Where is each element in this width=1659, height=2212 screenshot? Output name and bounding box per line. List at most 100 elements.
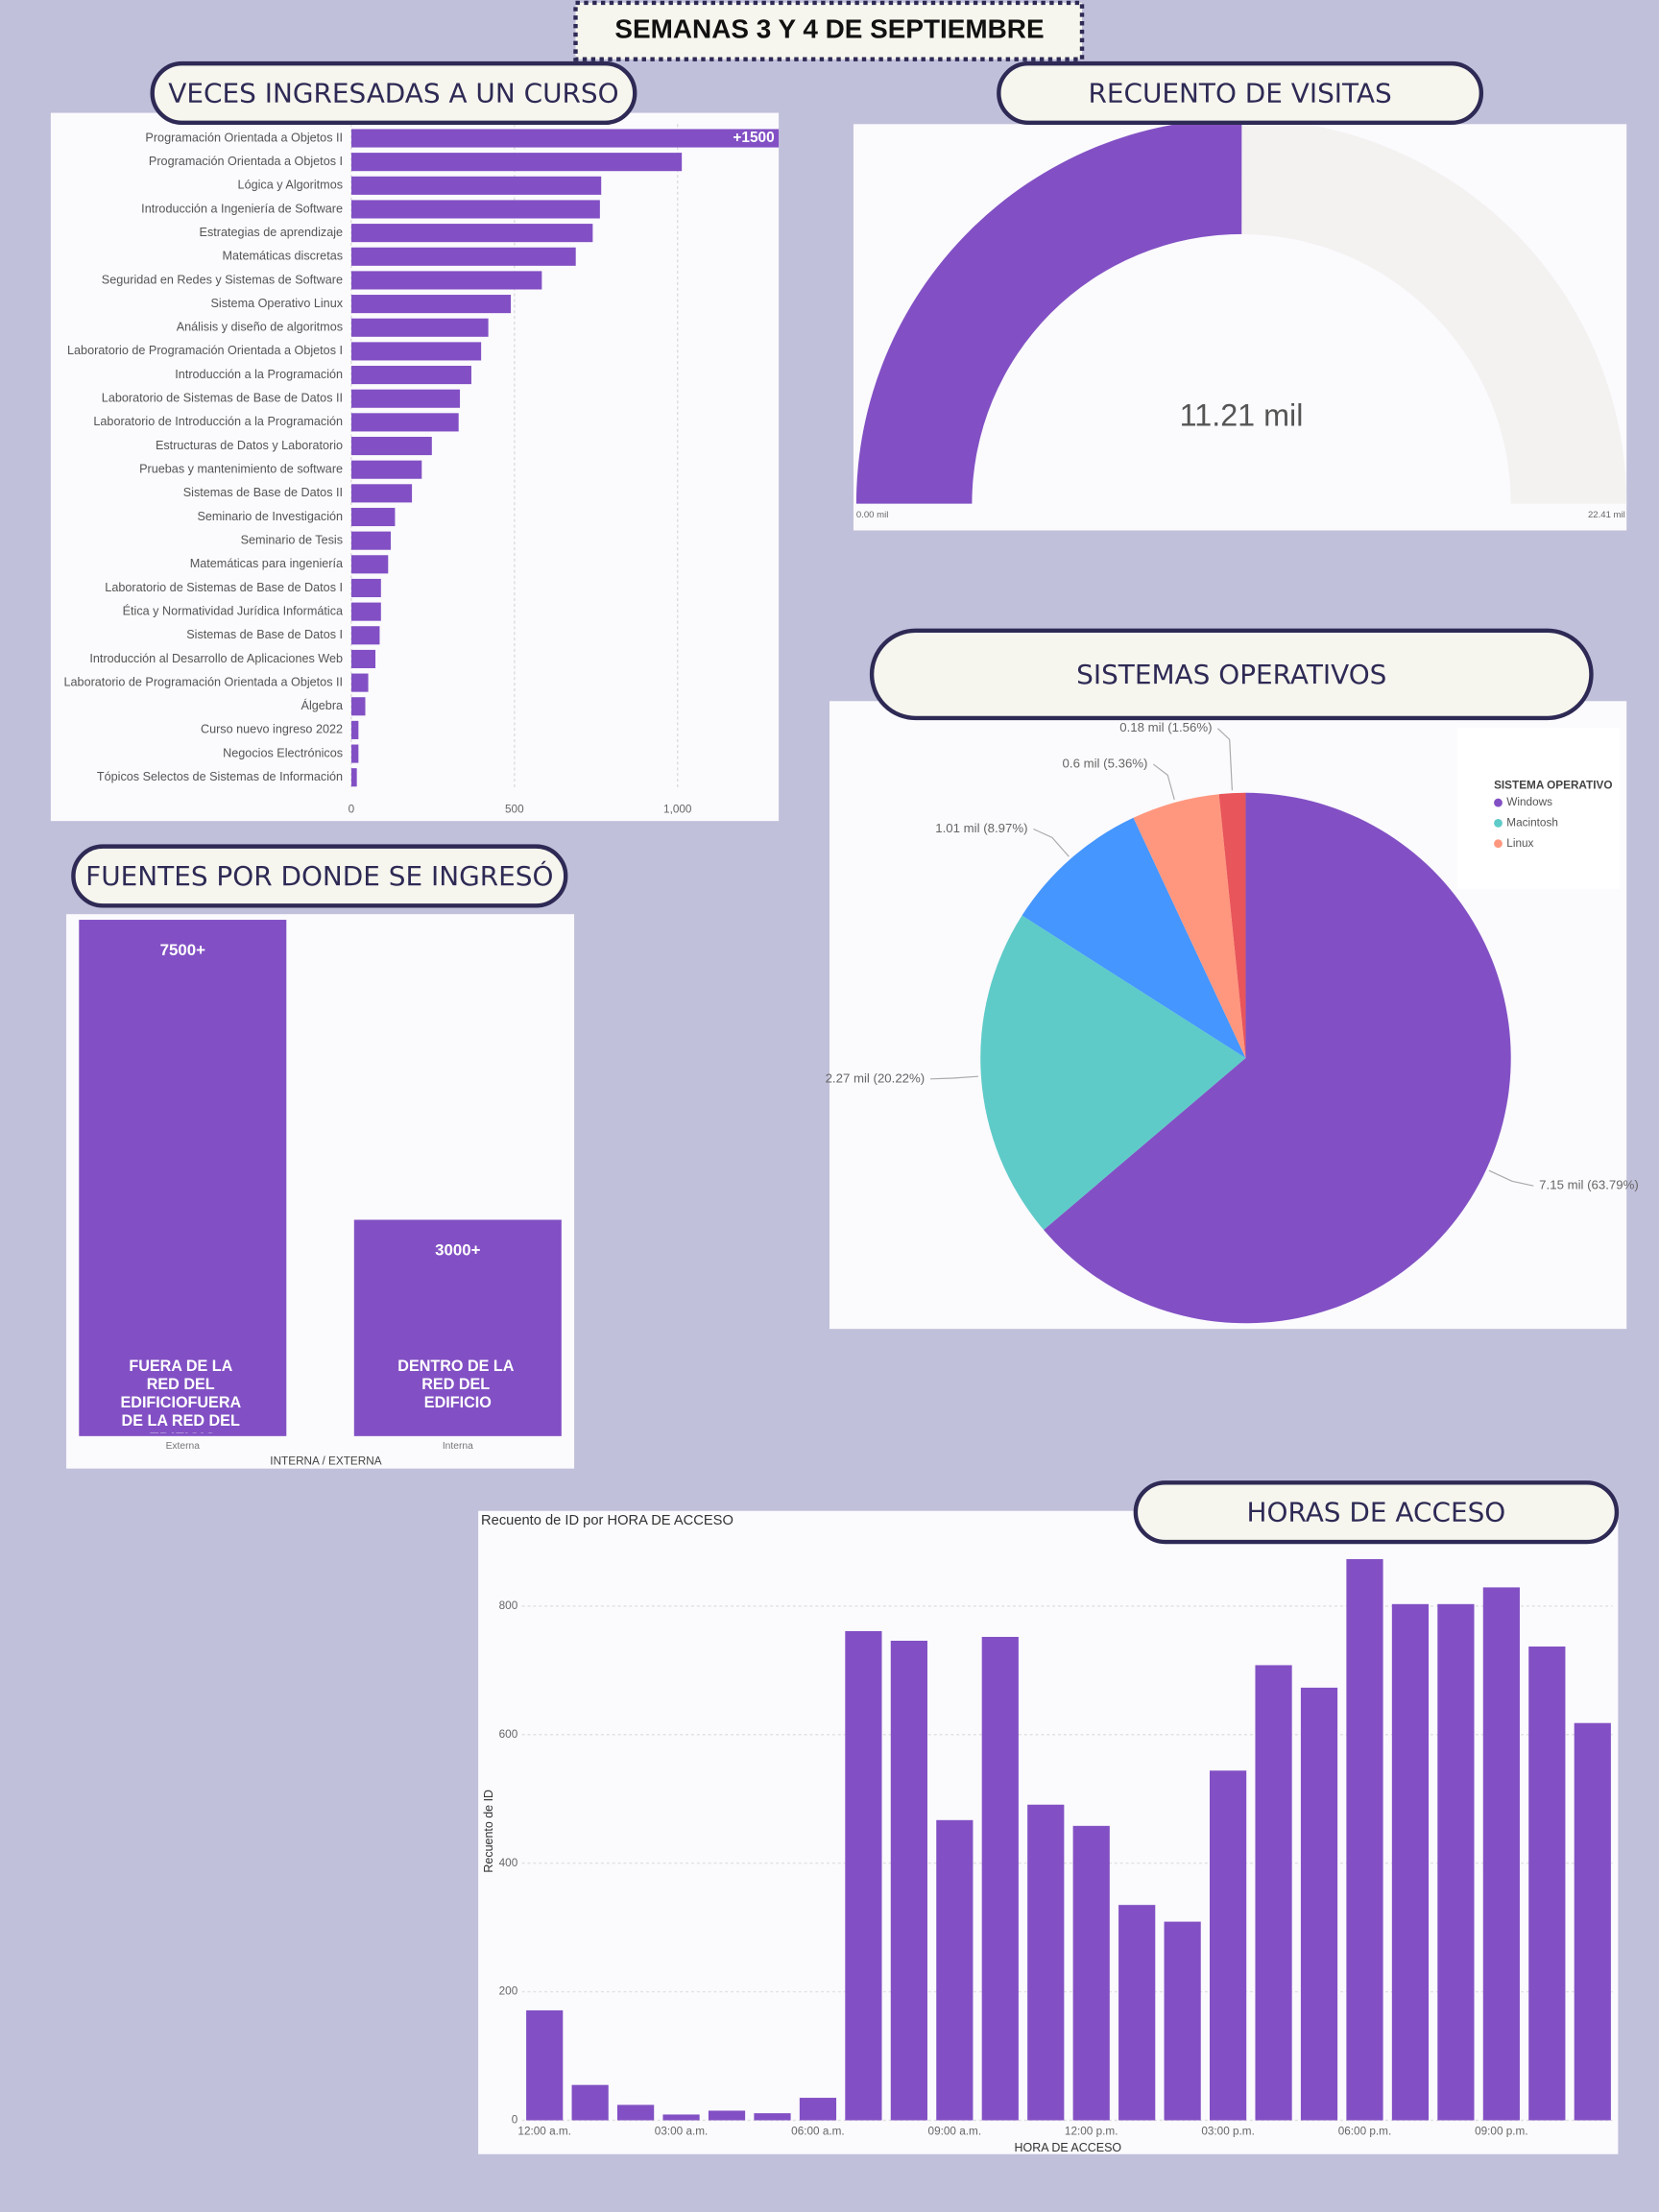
leader-line — [1488, 1169, 1534, 1187]
bar — [350, 673, 369, 692]
bar — [350, 578, 381, 598]
data-label: 0.6 mil (5.36%) — [1063, 757, 1148, 771]
bar — [350, 720, 359, 739]
x-tick-label: 09:00 a.m. — [928, 2125, 982, 2137]
bar — [1391, 1603, 1430, 2121]
data-label: 1.01 mil (8.97%) — [935, 821, 1027, 835]
bar — [350, 649, 376, 668]
x-axis-label: HORA DE ACCESO — [1015, 2141, 1122, 2154]
x-tick-label: Interna — [443, 1441, 473, 1452]
bar — [1437, 1603, 1475, 2121]
x-tick-label: 03:00 p.m. — [1201, 2125, 1255, 2137]
bar — [1346, 1558, 1383, 2121]
y-tick-label: Matemáticas discretas — [222, 250, 343, 263]
x-tick-label: 0 — [349, 804, 355, 816]
y-tick-label: 800 — [499, 1599, 518, 1612]
bar — [617, 2104, 655, 2121]
chart-title: VECES INGRESADAS A UN CURSO — [168, 77, 618, 108]
x-tick-label: 03:00 a.m. — [655, 2125, 709, 2137]
bar — [350, 224, 593, 243]
bar — [350, 768, 357, 787]
leader-line — [1152, 763, 1175, 801]
y-tick-label: Sistema Operativo Linux — [211, 297, 344, 310]
bar — [936, 1819, 974, 2121]
bar — [526, 2009, 564, 2121]
pie-slice — [980, 915, 1246, 1231]
y-tick-label: Estrategias de aprendizaje — [200, 226, 343, 239]
bar — [350, 389, 461, 408]
x-tick-label: 06:00 a.m. — [791, 2125, 845, 2137]
y-tick-label: Estructuras de Datos y Laboratorio — [156, 439, 343, 452]
chart-title: RECUENTO DE VISITAS — [1088, 77, 1391, 108]
leader-line — [930, 1075, 978, 1080]
y-tick-label: 400 — [499, 1857, 518, 1869]
bar — [350, 555, 389, 574]
bar — [350, 176, 602, 195]
bar — [79, 920, 287, 1436]
title-pill — [71, 844, 568, 908]
bar — [350, 626, 380, 645]
legend-swatch — [1494, 839, 1503, 849]
bar — [353, 1219, 562, 1436]
bar — [350, 342, 482, 361]
pie-slice — [1218, 792, 1246, 1059]
y-tick-label: Introducción a Ingeniería de Software — [141, 202, 343, 215]
bar — [662, 2114, 700, 2121]
bar — [1164, 1921, 1201, 2121]
bar — [350, 200, 600, 219]
leader-line — [1216, 728, 1233, 791]
y-tick-label: Análisis y diseño de algoritmos — [177, 321, 343, 334]
bar — [350, 271, 542, 290]
legend-swatch — [1494, 798, 1503, 807]
y-tick-label: Laboratorio de Sistemas de Base de Datos… — [105, 581, 343, 594]
bar — [799, 2098, 837, 2121]
bar — [350, 697, 366, 716]
bar — [708, 2110, 746, 2121]
bar — [350, 507, 396, 527]
bar — [571, 2084, 609, 2121]
bar — [350, 295, 512, 314]
legend-title: SISTEMA OPERATIVO — [1494, 780, 1612, 792]
bar — [1574, 1722, 1611, 2121]
bar — [1300, 1687, 1338, 2121]
bar — [1210, 1770, 1247, 2121]
y-tick-label: Negocios Electrónicos — [223, 746, 343, 759]
chart-title: FUENTES POR DONDE SE INGRESÓ — [85, 859, 553, 892]
y-axis-label: Recuento de ID — [482, 1790, 495, 1873]
y-tick-label: Sistemas de Base de Datos II — [183, 486, 343, 499]
y-tick-label: Laboratorio de Programación Orientada a … — [64, 675, 344, 688]
x-tick-label: 12:00 a.m. — [517, 2125, 571, 2137]
legend-entry: Macintosh — [1506, 816, 1558, 829]
y-tick-label: Laboratorio de Programación Orientada a … — [67, 344, 343, 357]
y-tick-label: Seguridad en Redes y Sistemas de Softwar… — [102, 273, 343, 286]
bar — [845, 1630, 882, 2121]
bar — [350, 413, 459, 432]
gauge-tick-label: 0.00 mil — [856, 510, 888, 520]
y-tick-label: Introducción al Desarrollo de Aplicacion… — [89, 652, 343, 665]
pie-slice — [1133, 794, 1246, 1059]
pie-slice — [1022, 817, 1246, 1059]
bar — [350, 744, 359, 763]
title-pill — [997, 60, 1484, 126]
gauge-tick-label: 22.41 mil — [1588, 510, 1625, 520]
gauge-value — [855, 118, 1242, 504]
x-tick-label: 06:00 p.m. — [1338, 2125, 1392, 2137]
x-tick-label: Externa — [166, 1441, 201, 1452]
legend-entry: Linux — [1506, 837, 1533, 850]
bar — [350, 531, 392, 550]
bar — [350, 436, 432, 456]
data-label: +1500 — [733, 130, 774, 146]
y-tick-label: Seminario de Investigación — [197, 510, 343, 523]
y-tick-label: Álgebra — [301, 698, 344, 712]
legend-entry: Windows — [1506, 796, 1552, 808]
page-title: SEMANAS 3 Y 4 DE SEPTIEMBRE — [614, 14, 1044, 44]
y-tick-label: Lógica y Algoritmos — [238, 179, 343, 192]
bar-inner-label: FUERA DE LA RED DEL EDIFICIOFUERA DE LA … — [121, 1358, 246, 1448]
y-tick-label: Laboratorio de Introducción a la Program… — [93, 415, 343, 428]
bars — [350, 129, 780, 787]
legend-box — [1456, 728, 1620, 889]
data-label: 7.15 mil (63.79%) — [1539, 1178, 1639, 1192]
chart-title: HORAS DE ACCESO — [1247, 1497, 1506, 1528]
y-tick-label: Introducción a la Programación — [175, 368, 343, 381]
bar — [890, 1640, 927, 2121]
